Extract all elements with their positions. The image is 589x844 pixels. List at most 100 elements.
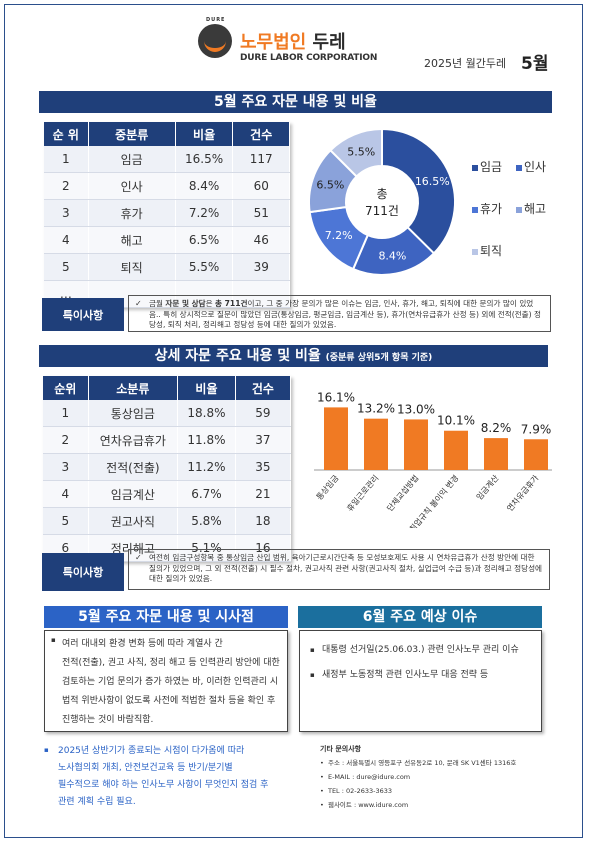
donut-slice-label: 16.5% xyxy=(415,175,450,188)
table-cell: 51 xyxy=(232,199,290,227)
insights-line: 전적(전출), 권고 사직, 정리 해고 등 인력관리 방안에 대한 xyxy=(62,658,280,668)
issue-label: 2025년 월간두레 xyxy=(424,57,507,70)
th-rank: 순 위 xyxy=(44,122,89,146)
table-cell: 통상임금 xyxy=(88,400,179,427)
note2-text: 여전히 임금구성항목 중 통상임금 산입 범위, 육아기근로시간단축 등 모성보… xyxy=(149,553,543,583)
table-cell: 37 xyxy=(235,426,292,454)
table-row: 4 해고 6.5% 46 xyxy=(44,226,290,254)
bar-value-label: 16.1% xyxy=(317,390,355,404)
table-row: 3 휴가 7.2% 51 xyxy=(44,199,290,227)
table-cell: 5.5% xyxy=(175,253,234,281)
table-cell: 7.2% xyxy=(175,199,234,227)
forecast-title: 6월 주요 예상 이슈 xyxy=(298,606,542,628)
legend-swatch xyxy=(516,206,522,213)
contact-web[interactable]: • 웹사이트 : www.idure.com xyxy=(320,801,409,809)
bar-category-label: 휴일근로관리 xyxy=(344,473,380,513)
donut-slice xyxy=(329,127,383,178)
table-cell: 인사 xyxy=(88,172,176,200)
legend-swatch xyxy=(472,206,478,213)
table-row: 5 권고사직 5.8% 18 xyxy=(43,507,292,535)
table-cell: 전적(전출) xyxy=(88,453,179,481)
check-icon: ✓ xyxy=(135,553,142,562)
table-row: 1 임금 16.5% 117 xyxy=(44,146,290,173)
legend-swatch xyxy=(472,248,478,255)
bar xyxy=(364,418,388,470)
th-rank: 순위 xyxy=(43,376,89,400)
bar-value-label: 13.2% xyxy=(357,402,395,416)
forecast-item: 새정부 노동정책 관련 인사노무 대응 전략 등 xyxy=(322,670,489,680)
table-cell: 35 xyxy=(235,453,292,481)
section1-title: 5월 주요 자문 내용 및 비율 xyxy=(39,91,552,113)
advice-line: 2025년 상반기가 종료되는 시점이 다가옴에 따라 xyxy=(58,746,245,756)
table-cell: 3 xyxy=(43,453,89,481)
note2-box: ✓ 여전히 임금구성항목 중 통상임금 산입 범위, 육아기근로시간단축 등 모… xyxy=(128,549,550,590)
table-cell: 4 xyxy=(44,226,89,254)
bar xyxy=(484,438,508,470)
bullet-icon: ▪ xyxy=(51,636,56,644)
note2-label: 특이사항 xyxy=(42,553,124,591)
donut-slice xyxy=(381,127,456,255)
logo-smile-icon xyxy=(204,34,226,52)
th-category: 중분류 xyxy=(88,122,176,146)
table-row: 6 정리해고 5.1% 16 xyxy=(43,534,292,562)
table-cell: 임금 xyxy=(88,146,176,173)
contact-tel: • TEL : 02-2633-3633 xyxy=(320,787,393,795)
bar-category-label: 연차유급휴가 xyxy=(505,473,541,513)
insights-line: 법적 위반사항이 없도록 사전에 적법한 절차 등을 확인 후 xyxy=(62,696,276,706)
table-row: 5 퇴직 5.5% 39 xyxy=(44,253,290,281)
table-cell: 117 xyxy=(232,146,290,173)
table-cell: 16 xyxy=(235,534,292,562)
bar xyxy=(444,430,468,470)
donut-center-label: 총 xyxy=(376,187,387,201)
th-subcategory: 소분류 xyxy=(88,376,179,400)
note1-box: ✓ 금월 자문 및 상담은 총 711건이고, 그 중 가장 문의가 많은 이슈… xyxy=(128,295,551,332)
check-icon: ✓ xyxy=(135,299,142,308)
table-cell: 39 xyxy=(232,253,290,281)
table-cell: 5 xyxy=(44,253,89,281)
table-cell: 21 xyxy=(235,480,292,508)
table-cell: 1 xyxy=(43,400,89,427)
note1-label: 특이사항 xyxy=(42,298,124,331)
table-cell: 8.4% xyxy=(175,172,234,200)
table-cell: 16.5% xyxy=(175,146,234,173)
insights-line: 진행하는 것이 바람직함. xyxy=(62,715,154,725)
table-cell: 2 xyxy=(43,426,89,454)
insights-line: 검토하는 기업 문의가 증가 하였는 바, 이러한 인력관리 시 xyxy=(62,677,279,687)
issue-month: 5월 xyxy=(521,54,549,74)
donut-slice-label: 6.5% xyxy=(316,179,344,192)
table-cell: 휴가 xyxy=(88,199,176,227)
legend-dismissal: 해고 xyxy=(516,200,546,217)
donut-chart: 16.5% 8.4% 7.2% 6.5% 5.5% 총 711건 xyxy=(308,127,456,276)
contact-block: 기타 문의사항 • 주소 : 서울특별시 영등포구 선유동2로 10, 문래 S… xyxy=(320,742,516,812)
table-cell xyxy=(232,280,290,308)
contact-web-text[interactable]: 웹사이트 : www.idure.com xyxy=(327,801,409,809)
table-cell: 60 xyxy=(232,172,290,200)
contact-email-text[interactable]: E-MAIL : dure@idure.com xyxy=(327,773,411,781)
table-cell: 4 xyxy=(43,480,89,508)
bar-value-label: 7.9% xyxy=(521,422,552,436)
legend-label: 해고 xyxy=(524,202,547,216)
blue-bullet-icon: ▪ xyxy=(44,746,49,754)
table-row: 2 인사 8.4% 60 xyxy=(44,172,290,200)
advice-text: 2025년 상반기가 종료되는 시점이 다가옴에 따라 노사협의회 개최, 안전… xyxy=(58,743,268,811)
contact-email[interactable]: • E-MAIL : dure@idure.com xyxy=(320,773,411,781)
donut-slice-label: 7.2% xyxy=(325,229,353,242)
th-ratio: 비율 xyxy=(175,122,234,146)
legend-label: 임금 xyxy=(480,160,503,174)
table-cell xyxy=(175,280,234,308)
table-cell: 3 xyxy=(44,199,89,227)
bar xyxy=(524,439,548,470)
bar-category-label: 통상임금 xyxy=(314,473,341,502)
brand-english: DURE LABOR CORPORATION xyxy=(240,53,378,63)
table-cell: 퇴직 xyxy=(88,253,176,281)
detail-table: 순위 소분류 비율 건수 1 통상임금 18.8% 59 2 연차유급휴가 11.8% 37 3… xyxy=(43,376,292,562)
page-border xyxy=(4,4,583,838)
bullet-icon: ▪ xyxy=(310,671,315,679)
donut-slice-label: 8.4% xyxy=(378,249,406,262)
table-row: 3 전적(전출) 11.2% 35 xyxy=(43,453,292,481)
table-cell: 2 xyxy=(44,172,89,200)
table-cell: 연차유급휴가 xyxy=(88,426,179,454)
donut-center-total: 711건 xyxy=(365,204,399,218)
section2-subtitle: (중분류 상위5개 항목 기준) xyxy=(325,353,433,363)
table-cell: 6.5% xyxy=(175,226,234,254)
